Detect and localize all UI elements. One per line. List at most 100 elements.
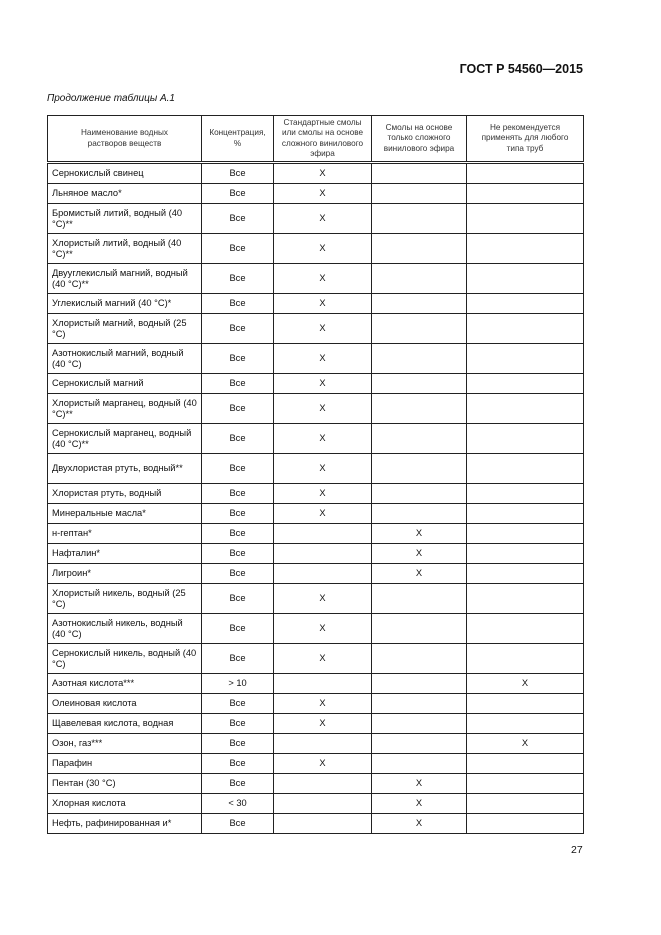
vinyl-ester-cell bbox=[371, 263, 467, 294]
concentration-cell: Все bbox=[201, 203, 274, 234]
substance-cell: Азотнокислый магний, водный (40 °С) bbox=[47, 343, 202, 374]
not-recommended-cell bbox=[466, 453, 584, 484]
not-recommended-cell bbox=[466, 233, 584, 264]
standard-resins-cell: X bbox=[273, 393, 372, 424]
vinyl-ester-cell bbox=[371, 643, 467, 674]
not-recommended-cell bbox=[466, 313, 584, 344]
vinyl-ester-cell bbox=[371, 583, 467, 614]
table-row: Сернокислый свинец Все X bbox=[47, 162, 584, 184]
table-row: н-гептан* Все X bbox=[47, 523, 584, 544]
standard-resins-cell: X bbox=[273, 503, 372, 524]
table-row: Двууглекислый магний, водный (40 °С)** Вс… bbox=[47, 263, 584, 294]
substance-cell: Озон, газ*** bbox=[47, 733, 202, 754]
standard-resins-cell: X bbox=[273, 753, 372, 774]
not-recommended-cell bbox=[466, 643, 584, 674]
column-header-not-recommended: Не рекомендуется применять для любого ти… bbox=[466, 115, 584, 164]
vinyl-ester-cell bbox=[371, 733, 467, 754]
substance-cell: Нафталин* bbox=[47, 543, 202, 564]
concentration-cell: Все bbox=[201, 233, 274, 264]
not-recommended-cell bbox=[466, 343, 584, 374]
table-row: Минеральные масла* Все X bbox=[47, 503, 584, 524]
vinyl-ester-cell bbox=[371, 423, 467, 454]
vinyl-ester-cell bbox=[371, 162, 467, 184]
standard-resins-cell bbox=[273, 793, 372, 814]
standard-resins-cell: X bbox=[273, 693, 372, 714]
substance-cell: Азотнокислый никель, водный (40 °С) bbox=[47, 613, 202, 644]
standard-resins-cell: X bbox=[273, 583, 372, 614]
table-caption: Продолжение таблицы А.1 bbox=[47, 93, 175, 104]
table-row: Хлористый магний, водный (25 °С) Все X bbox=[47, 313, 584, 344]
concentration-cell: Все bbox=[201, 583, 274, 614]
standard-resins-cell: X bbox=[273, 453, 372, 484]
substance-cell: Нефть, рафинированная и* bbox=[47, 813, 202, 834]
table-row: Щавелевая кислота, водная Все X bbox=[47, 713, 584, 734]
not-recommended-cell bbox=[466, 483, 584, 504]
not-recommended-cell bbox=[466, 583, 584, 614]
table-row: Сернокислый магний Все X bbox=[47, 373, 584, 394]
concentration-cell: Все bbox=[201, 343, 274, 374]
not-recommended-cell bbox=[466, 423, 584, 454]
table-row: Парафин Все X bbox=[47, 753, 584, 774]
vinyl-ester-cell: X bbox=[371, 773, 467, 794]
not-recommended-cell bbox=[466, 563, 584, 584]
vinyl-ester-cell bbox=[371, 373, 467, 394]
document-code: ГОСТ Р 54560—2015 bbox=[459, 62, 583, 76]
table-row: Хлористый литий, водный (40 °С)** Все X bbox=[47, 233, 584, 264]
not-recommended-cell bbox=[466, 523, 584, 544]
concentration-cell: > 10 bbox=[201, 673, 274, 694]
substance-cell: Бромистый литий, водный (40 °С)** bbox=[47, 203, 202, 234]
standard-resins-cell: X bbox=[273, 713, 372, 734]
concentration-cell: Все bbox=[201, 523, 274, 544]
standard-resins-cell: X bbox=[273, 233, 372, 264]
vinyl-ester-cell bbox=[371, 483, 467, 504]
standard-resins-cell: X bbox=[273, 643, 372, 674]
vinyl-ester-cell: X bbox=[371, 813, 467, 834]
not-recommended-cell: X bbox=[466, 673, 584, 694]
table-row: Льняное масло* Все X bbox=[47, 183, 584, 204]
column-header-concentration: Концентрация, % bbox=[201, 115, 274, 164]
not-recommended-cell bbox=[466, 263, 584, 294]
table-row: Азотная кислота*** > 10 X bbox=[47, 673, 584, 694]
vinyl-ester-cell: X bbox=[371, 543, 467, 564]
standard-resins-cell: X bbox=[273, 313, 372, 344]
not-recommended-cell bbox=[466, 773, 584, 794]
concentration-cell: Все bbox=[201, 773, 274, 794]
column-header-name: Наименование водных растворов веществ bbox=[47, 115, 202, 164]
vinyl-ester-cell bbox=[371, 453, 467, 484]
standard-resins-cell: X bbox=[273, 423, 372, 454]
standard-resins-cell: X bbox=[273, 203, 372, 234]
concentration-cell: Все bbox=[201, 693, 274, 714]
table-row: Сернокислый никель, водный (40 °С) Все X bbox=[47, 643, 584, 674]
concentration-cell: Все bbox=[201, 813, 274, 834]
not-recommended-cell bbox=[466, 613, 584, 644]
not-recommended-cell bbox=[466, 753, 584, 774]
substance-cell: Хлористый никель, водный (25 °С) bbox=[47, 583, 202, 614]
substance-cell: Сернокислый марганец, водный (40 °С)** bbox=[47, 423, 202, 454]
table-row: Озон, газ*** Все X bbox=[47, 733, 584, 754]
vinyl-ester-cell bbox=[371, 613, 467, 644]
not-recommended-cell: X bbox=[466, 733, 584, 754]
concentration-cell: Все bbox=[201, 453, 274, 484]
vinyl-ester-cell bbox=[371, 393, 467, 424]
table-row: Нафталин* Все X bbox=[47, 543, 584, 564]
substance-cell: н-гептан* bbox=[47, 523, 202, 544]
table-row: Хлористый никель, водный (25 °С) Все X bbox=[47, 583, 584, 614]
vinyl-ester-cell bbox=[371, 693, 467, 714]
standard-resins-cell bbox=[273, 813, 372, 834]
vinyl-ester-cell bbox=[371, 753, 467, 774]
substance-cell: Лигроин* bbox=[47, 563, 202, 584]
concentration-cell: Все bbox=[201, 373, 274, 394]
concentration-cell: Все bbox=[201, 613, 274, 644]
vinyl-ester-cell bbox=[371, 503, 467, 524]
concentration-cell: Все bbox=[201, 753, 274, 774]
not-recommended-cell bbox=[466, 293, 584, 314]
standard-resins-cell bbox=[273, 523, 372, 544]
substance-cell: Сернокислый свинец bbox=[47, 162, 202, 184]
table-row: Олеиновая кислота Все X bbox=[47, 693, 584, 714]
substance-cell: Щавелевая кислота, водная bbox=[47, 713, 202, 734]
not-recommended-cell bbox=[466, 393, 584, 424]
substance-cell: Углекислый магний (40 °С)* bbox=[47, 293, 202, 314]
concentration-cell: Все bbox=[201, 543, 274, 564]
standard-resins-cell: X bbox=[273, 613, 372, 644]
standard-resins-cell: X bbox=[273, 183, 372, 204]
